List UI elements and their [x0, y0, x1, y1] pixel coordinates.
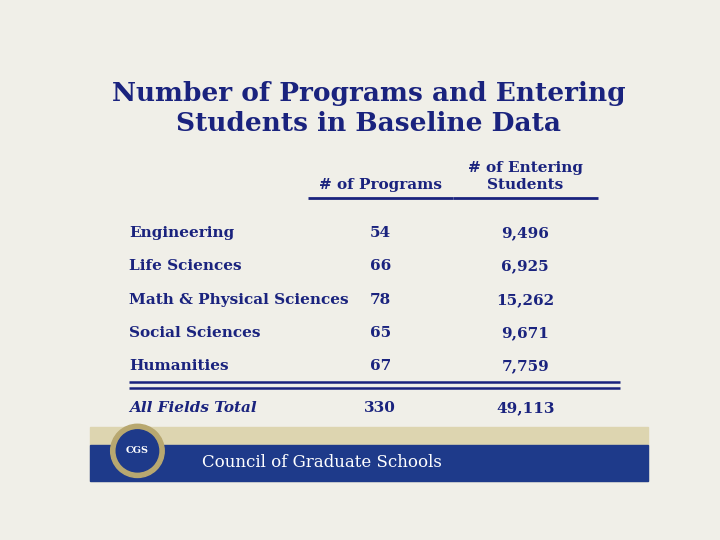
Text: # of Entering
Students: # of Entering Students: [468, 161, 582, 192]
Text: 65: 65: [369, 326, 391, 340]
Text: 9,671: 9,671: [501, 326, 549, 340]
Ellipse shape: [111, 424, 164, 477]
Text: Engineering: Engineering: [129, 226, 234, 240]
Text: 67: 67: [369, 359, 391, 373]
Text: Humanities: Humanities: [129, 359, 229, 373]
Text: Life Sciences: Life Sciences: [129, 259, 242, 273]
Text: 9,496: 9,496: [501, 226, 549, 240]
Ellipse shape: [116, 430, 158, 472]
Text: 49,113: 49,113: [496, 401, 554, 415]
Text: CGS: CGS: [126, 447, 149, 455]
Text: Council of Graduate Schools: Council of Graduate Schools: [202, 455, 441, 471]
Text: Social Sciences: Social Sciences: [129, 326, 261, 340]
Bar: [90, 446, 648, 481]
Text: All Fields Total: All Fields Total: [129, 401, 257, 415]
Text: Math & Physical Sciences: Math & Physical Sciences: [129, 293, 348, 307]
Text: 66: 66: [369, 259, 391, 273]
Text: 6,925: 6,925: [501, 259, 549, 273]
Text: 54: 54: [369, 226, 391, 240]
Text: # of Programs: # of Programs: [319, 178, 441, 192]
Text: 15,262: 15,262: [496, 293, 554, 307]
Text: Number of Programs and Entering
Students in Baseline Data: Number of Programs and Entering Students…: [112, 82, 626, 137]
Text: 78: 78: [369, 293, 391, 307]
Text: 330: 330: [364, 401, 396, 415]
Text: 7,759: 7,759: [501, 359, 549, 373]
